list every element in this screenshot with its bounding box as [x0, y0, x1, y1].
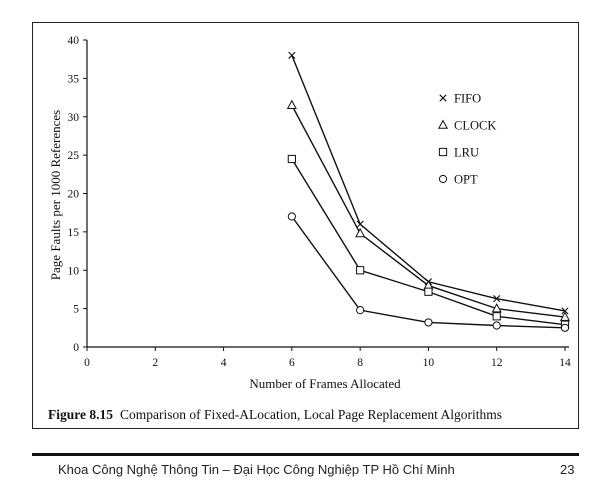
data-point-lru — [424, 287, 433, 296]
figure-caption-label: Figure 8.15 — [48, 407, 113, 422]
y-axis-title: Page Faults per 1000 References — [48, 110, 63, 280]
x-tick-label: 4 — [221, 357, 227, 369]
x-tick-label: 6 — [289, 357, 295, 369]
legend-label-clock: CLOCK — [454, 119, 496, 133]
series-line-lru — [291, 158, 566, 326]
y-tick-label: 35 — [68, 73, 80, 85]
x-axis-title: Number of Frames Allocated — [249, 376, 401, 391]
legend-label-fifo: FIFO — [454, 92, 481, 106]
data-point-opt — [356, 306, 365, 315]
data-point-clock — [355, 227, 366, 238]
y-tick-label: 5 — [73, 304, 79, 316]
data-point-clock — [286, 99, 297, 110]
x-tick-label: 0 — [84, 357, 90, 369]
data-point-fifo — [561, 307, 569, 315]
legend-symbol-fifo-stroke — [439, 94, 447, 102]
x-tick-label: 10 — [423, 357, 435, 369]
x-tick-label: 8 — [357, 357, 363, 369]
data-point-clock — [559, 311, 571, 321]
series-line-opt — [291, 216, 566, 329]
data-point-fifo — [356, 220, 364, 228]
data-point-lru — [287, 154, 296, 164]
y-tick-label: 40 — [68, 35, 80, 47]
chart-axes: 0 5 10 15 20 25 30 35 40 0 2 4 6 8 10 12 14 — [68, 35, 572, 369]
y-tick-label: 15 — [68, 227, 80, 239]
data-point-fifo-stroke — [493, 295, 501, 303]
x-tick-label: 14 — [559, 357, 571, 369]
legend-symbol-opt — [438, 174, 448, 184]
x-tick-label: 2 — [152, 357, 158, 369]
data-point-lru — [356, 266, 365, 275]
y-tick-label: 20 — [68, 189, 80, 201]
legend-label-lru: LRU — [454, 146, 479, 160]
legend-symbol-fifo — [439, 94, 447, 102]
data-point-opt — [424, 318, 433, 327]
figure-caption-text: Comparison of Fixed-ALocation, Local Pag… — [120, 407, 502, 422]
page-number: 23 — [560, 462, 575, 477]
legend-label-opt: OPT — [454, 173, 478, 187]
footer-divider — [32, 453, 579, 456]
data-point-fifo — [493, 295, 501, 303]
legend-symbol-clock — [437, 119, 449, 129]
data-point-fifo — [288, 51, 296, 59]
y-tick-label: 10 — [68, 265, 80, 277]
footer-text: Khoa Công Nghệ Thông Tin – Đại Học Công … — [58, 462, 455, 477]
data-point-opt — [492, 321, 501, 330]
y-tick-label: 25 — [68, 150, 80, 162]
data-point-lru — [492, 312, 501, 321]
y-tick-label: 30 — [68, 112, 80, 124]
data-point-clock — [491, 303, 502, 313]
data-point-fifo-stroke — [356, 220, 364, 228]
chart-series — [286, 51, 571, 332]
data-point-opt — [287, 212, 296, 221]
data-point-fifo-stroke — [288, 51, 296, 59]
data-point-fifo-stroke — [561, 307, 569, 315]
x-tick-label: 12 — [491, 357, 503, 369]
y-tick-label: 0 — [73, 342, 79, 354]
legend-symbol-lru — [438, 147, 448, 157]
chart-legend: FIFO CLOCK LRU OPT — [437, 92, 496, 187]
data-point-opt — [560, 323, 570, 332]
